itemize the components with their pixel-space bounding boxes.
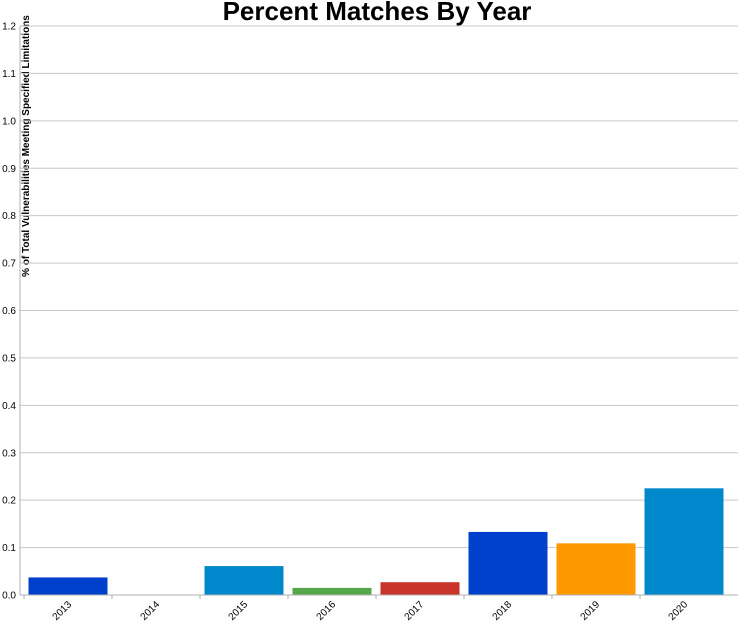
y-tick-label: 1.2 bbox=[2, 22, 16, 33]
y-axis-label: % of Total Vulnerabilities Meeting Speci… bbox=[21, 15, 32, 277]
x-tick-labels: 2013 2014 2015 2016 2017 2018 2019 2020 bbox=[23, 595, 691, 623]
y-tick-label: 1.0 bbox=[2, 116, 16, 127]
y-tick-label: 1.1 bbox=[2, 69, 16, 80]
y-tick-labels: 0.0 0.1 0.2 0.3 0.4 0.5 0.6 0.7 0.8 0.9 1.0 1.1 1.2 bbox=[2, 22, 16, 602]
bar-2015 bbox=[204, 566, 284, 595]
y-tick-label: 0.8 bbox=[2, 211, 16, 222]
y-tick-label: 0.4 bbox=[2, 401, 16, 412]
bar-2013 bbox=[28, 577, 108, 595]
chart-title: Percent Matches By Year bbox=[223, 0, 532, 26]
x-tick-label: 2020 bbox=[667, 599, 691, 623]
x-tick-label: 2016 bbox=[315, 599, 339, 623]
y-tick-label: 0.5 bbox=[2, 353, 16, 364]
y-tick-label: 0.1 bbox=[2, 543, 16, 554]
x-tick-label: 2019 bbox=[579, 599, 603, 623]
x-tick-label: 2015 bbox=[227, 599, 251, 623]
bar-2017 bbox=[380, 582, 460, 595]
y-tick-label: 0.6 bbox=[2, 306, 16, 317]
x-tick-label: 2018 bbox=[491, 599, 515, 623]
x-tick-label: 2013 bbox=[51, 599, 75, 623]
bars bbox=[28, 488, 724, 595]
bar-2018 bbox=[468, 531, 548, 595]
y-tick-label: 0.9 bbox=[2, 164, 16, 175]
y-tick-label: 0.2 bbox=[2, 496, 16, 507]
y-tick-label: 0.3 bbox=[2, 448, 16, 459]
bar-2020 bbox=[644, 488, 724, 595]
bar-2019 bbox=[556, 543, 636, 595]
y-tick-label: 0.0 bbox=[2, 591, 16, 602]
gridlines bbox=[20, 25, 738, 549]
x-tick-label: 2017 bbox=[403, 599, 427, 623]
x-tick-label: 2014 bbox=[139, 599, 163, 623]
bar-2016 bbox=[292, 587, 372, 595]
y-tick-label: 0.7 bbox=[2, 259, 16, 270]
